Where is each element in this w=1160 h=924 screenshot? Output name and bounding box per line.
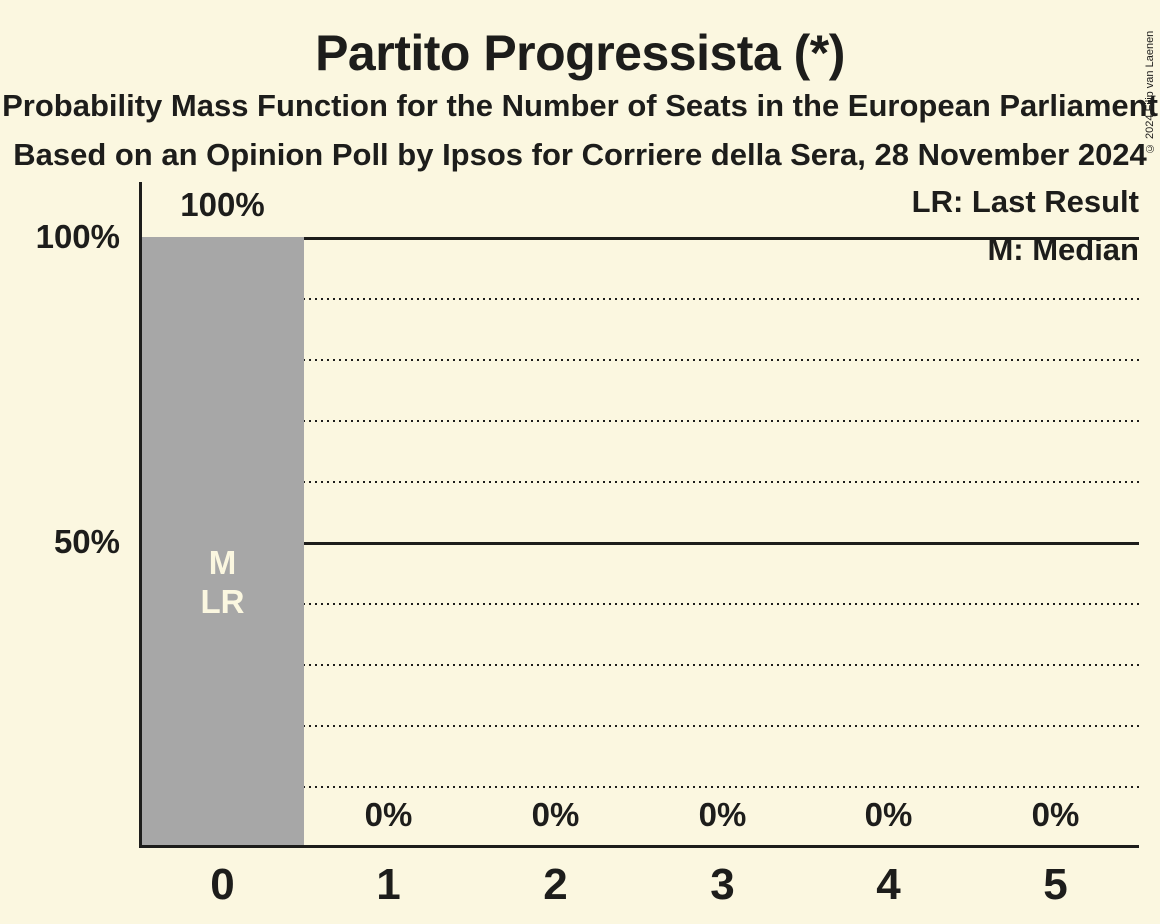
gridline-40pct bbox=[141, 603, 1139, 605]
gridline-60pct bbox=[141, 481, 1139, 483]
chart-subtitle-line2: Based on an Opinion Poll by Ipsos for Co… bbox=[13, 137, 1147, 172]
x-axis-label-0: 0 bbox=[210, 860, 235, 909]
gridline-70pct bbox=[141, 420, 1139, 422]
y-axis-label-50: 50% bbox=[53, 523, 120, 560]
last-result-marker: LR bbox=[200, 583, 245, 620]
x-axis-label-4: 4 bbox=[876, 860, 901, 909]
x-axis-label-3: 3 bbox=[710, 860, 735, 909]
bar-value-label-seat-5: 0% bbox=[1031, 796, 1080, 833]
gridline-10pct bbox=[141, 786, 1139, 788]
gridline-20pct bbox=[141, 725, 1139, 727]
chart-title: Partito Progressista (*) bbox=[315, 25, 845, 81]
x-axis-line bbox=[139, 845, 1139, 848]
x-axis-label-2: 2 bbox=[543, 860, 568, 909]
legend-last-result: LR: Last Result bbox=[911, 184, 1139, 219]
bar-value-label-seat-2: 0% bbox=[531, 796, 580, 833]
bar-value-label-seat-4: 0% bbox=[864, 796, 913, 833]
y-axis-label-100: 100% bbox=[35, 218, 120, 255]
plot-area: M LR 100% 0% 0% 0% 0% 0% bbox=[139, 182, 1139, 848]
legend-median: M: Median bbox=[987, 232, 1139, 267]
gridline-100pct bbox=[141, 237, 1139, 240]
gridline-90pct bbox=[141, 298, 1139, 300]
bar-value-label-seat-0: 100% bbox=[180, 186, 265, 223]
gridline-50pct bbox=[141, 542, 1139, 545]
x-axis-labels: 0 1 2 3 4 5 bbox=[139, 861, 1139, 911]
bar-seat-0: M LR bbox=[141, 237, 304, 845]
x-axis-label-5: 5 bbox=[1043, 860, 1068, 909]
gridline-30pct bbox=[141, 664, 1139, 666]
y-axis-line bbox=[139, 182, 142, 848]
gridline-80pct bbox=[141, 359, 1139, 361]
x-axis-label-1: 1 bbox=[376, 860, 401, 909]
copyright-note: © 2024 Filip van Laenen bbox=[1144, 30, 1156, 154]
bar-value-label-seat-1: 0% bbox=[364, 796, 413, 833]
bar-value-label-seat-3: 0% bbox=[698, 796, 747, 833]
median-marker: M bbox=[208, 544, 237, 581]
chart-subtitle-line1: Probability Mass Function for the Number… bbox=[2, 88, 1158, 123]
